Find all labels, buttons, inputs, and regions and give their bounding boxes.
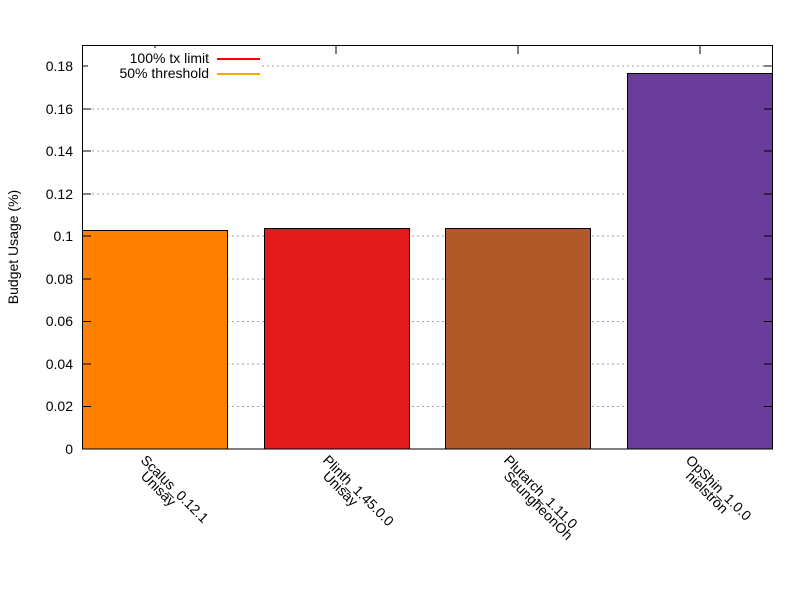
y-tick-label: 0.12 <box>46 186 73 202</box>
bar-opshin <box>627 73 773 450</box>
bars <box>82 73 773 450</box>
y-tick-label: 0 <box>65 441 73 457</box>
y-axis-label: Budget Usage (%) <box>5 190 21 304</box>
y-tick-label: 0.14 <box>46 143 73 159</box>
x-label-line1: Plutarch_1.11.0 <box>501 452 581 532</box>
y-tick-labels: 0 0.02 0.04 0.06 0.08 0.1 0.12 0.14 0.16… <box>46 58 73 457</box>
x-tick-labels: Scalus_0.12.1 Unisay Plinth_1.45.0.0 Uni… <box>138 452 755 543</box>
y-tick-label: 0.18 <box>46 58 73 74</box>
bar-plinth <box>264 228 410 450</box>
legend: 100% tx limit 50% threshold <box>88 48 262 82</box>
y-tick-label: 0.04 <box>46 356 73 372</box>
bar-plutarch <box>445 228 591 450</box>
y-tick-label: 0.06 <box>46 313 73 329</box>
y-tick-label: 0.02 <box>46 398 73 414</box>
bar-scalus <box>82 230 228 450</box>
legend-label-tx-limit: 100% tx limit <box>130 50 209 66</box>
y-tick-label: 0.16 <box>46 101 73 117</box>
legend-label-threshold: 50% threshold <box>119 65 209 81</box>
y-tick-label: 0.08 <box>46 271 73 287</box>
y-ticks <box>82 45 772 450</box>
plot-frame <box>82 45 773 450</box>
y-tick-label: 0.1 <box>54 228 74 244</box>
